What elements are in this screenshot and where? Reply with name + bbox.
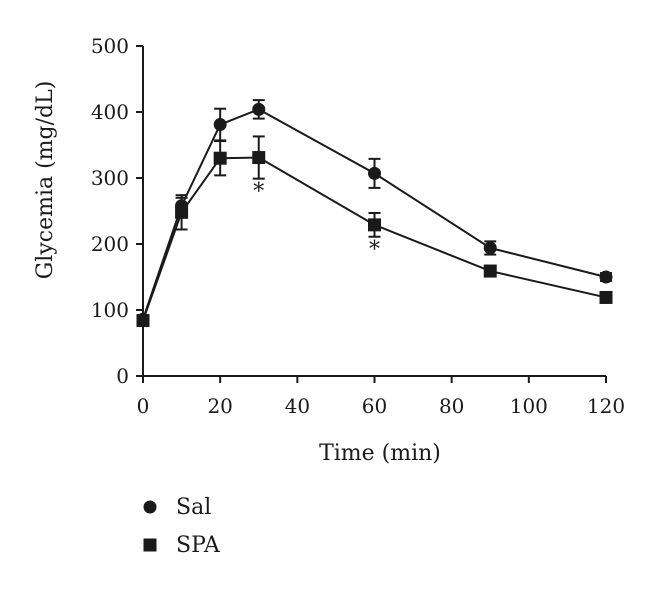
legend: Sal SPA — [143, 495, 221, 558]
x-tick-label: 80 — [439, 394, 464, 418]
x-axis-title: Time (min) — [319, 441, 441, 466]
legend-item-sal: Sal — [143, 495, 211, 520]
axes — [142, 46, 606, 377]
legend-label: SPA — [176, 533, 221, 558]
data-point-spa — [599, 290, 613, 304]
y-tick-label: 200 — [91, 232, 129, 256]
y-tick-label: 300 — [91, 166, 129, 190]
data-point-spa — [175, 205, 189, 219]
legend-marker-sal — [143, 500, 157, 514]
data-point-spa — [252, 151, 266, 165]
data-point-spa — [136, 314, 150, 328]
data-point-sal — [368, 166, 381, 180]
data-point-sal — [213, 118, 227, 132]
legend-item-spa: SPA — [143, 533, 221, 558]
legend-label: Sal — [176, 495, 211, 520]
x-tick-label: 0 — [137, 394, 150, 418]
y-tick-label: 500 — [91, 34, 129, 58]
significance-marker: * — [369, 238, 380, 263]
y-axis-title: Glycemia (mg/dL) — [33, 81, 58, 280]
data-point-sal — [483, 241, 497, 255]
x-tick-label: 60 — [362, 394, 387, 418]
x-tick-label: 20 — [207, 394, 232, 418]
legend-marker-spa — [143, 538, 157, 552]
significance-marker: * — [253, 180, 264, 205]
data-point-spa — [213, 151, 227, 165]
data-point-spa — [368, 218, 381, 232]
data-point-spa — [483, 264, 497, 278]
axis-ticks: 0 100 200 300 400 500 0 20 40 60 80 100 120 — [91, 34, 625, 418]
data-point-sal — [599, 270, 613, 284]
series-spa — [136, 135, 613, 328]
x-tick-label: 120 — [587, 394, 625, 418]
y-tick-label: 0 — [116, 364, 129, 388]
x-tick-label: 40 — [285, 394, 310, 418]
x-tick-label: 100 — [510, 394, 548, 418]
y-tick-label: 100 — [91, 298, 129, 322]
y-tick-label: 400 — [91, 100, 129, 124]
data-point-sal — [252, 102, 266, 116]
plot-area: ** — [136, 99, 613, 328]
